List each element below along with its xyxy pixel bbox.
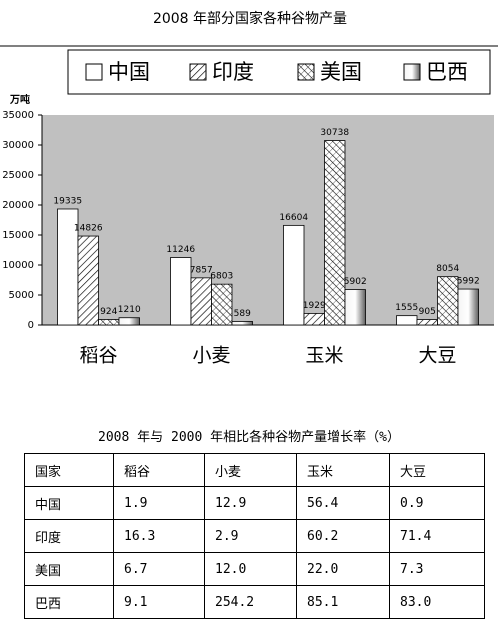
y-tick-label: 5000	[9, 290, 34, 301]
bar	[437, 276, 459, 326]
table-cell: 0.9	[389, 486, 485, 520]
table-row: 美国 6.7 12.0 22.0 7.3	[24, 552, 485, 586]
data-label: 5992	[457, 277, 480, 287]
table-cell: 254.2	[204, 585, 297, 619]
y-tick-label: 10000	[2, 260, 34, 271]
table-cell: 56.4	[296, 486, 390, 520]
bar	[396, 315, 418, 326]
y-tick-label: 20000	[2, 200, 34, 211]
table-cell: 12.9	[204, 486, 297, 520]
data-label: 8054	[436, 264, 459, 274]
table-cell: 12.0	[204, 552, 297, 586]
data-label: 6803	[210, 272, 233, 282]
table-row: 巴西 9.1 254.2 85.1 83.0	[24, 585, 485, 619]
table-cell: 2.9	[204, 519, 297, 553]
data-label: 11246	[166, 245, 195, 255]
y-tick-label: 0	[28, 320, 34, 331]
data-label: 1929	[303, 301, 326, 311]
legend-label: 印度	[212, 60, 254, 84]
table-cell: 稻谷	[113, 453, 205, 487]
bar	[283, 224, 305, 326]
legend-label: 巴西	[426, 60, 468, 84]
bar	[457, 288, 479, 326]
x-tick-label: 玉米	[305, 345, 343, 367]
y-axis-label: 万吨	[9, 93, 30, 106]
data-label: 1555	[395, 303, 418, 313]
table-cell: 大豆	[389, 453, 485, 487]
y-tick-label: 25000	[2, 170, 34, 181]
data-label: 5902	[344, 277, 367, 287]
x-tick-label: 大豆	[418, 345, 456, 367]
table-cell: 22.0	[296, 552, 390, 586]
bar	[77, 235, 99, 326]
legend-swatch	[85, 63, 103, 81]
data-label: 1210	[118, 305, 141, 315]
legend-swatch	[189, 63, 207, 81]
table-row: 印度 16.3 2.9 60.2 71.4	[24, 519, 485, 553]
legend-label: 美国	[320, 60, 362, 84]
table-cell: 国家	[24, 453, 114, 487]
legend-label: 中国	[108, 60, 150, 84]
bar	[98, 319, 120, 326]
table-cell: 60.2	[296, 519, 390, 553]
bar	[211, 283, 233, 326]
table-cell: 美国	[24, 552, 114, 586]
table-row: 国家 稻谷 小麦 玉米 大豆	[24, 453, 485, 487]
bar	[344, 289, 366, 326]
table-cell: 85.1	[296, 585, 390, 619]
bar	[324, 140, 346, 326]
bar	[231, 321, 253, 326]
plot-area	[42, 115, 494, 325]
table-cell: 玉米	[296, 453, 390, 487]
data-label: 30738	[320, 128, 349, 138]
table-title: 2008 年与 2000 年相比各种谷物产量增长率（%）	[98, 430, 400, 445]
bar	[118, 317, 140, 326]
bar	[303, 313, 325, 326]
x-tick-label: 稻谷	[79, 345, 117, 367]
y-tick-label: 30000	[2, 140, 34, 151]
legend-swatch	[403, 63, 421, 81]
data-label: 924	[100, 307, 117, 317]
table-cell: 9.1	[113, 585, 205, 619]
y-tick-label: 35000	[2, 110, 34, 121]
bar	[190, 277, 212, 326]
data-label: 905	[419, 307, 436, 317]
table-cell: 小麦	[204, 453, 297, 487]
chart-title: 2008 年部分国家各种谷物产量	[153, 10, 347, 27]
table-cell: 16.3	[113, 519, 205, 553]
data-label: 7857	[190, 265, 213, 275]
growth-table: 国家 稻谷 小麦 玉米 大豆 中国 1.9 12.9 56.4 0.9 印度 16.3 2.9 60.2 7…	[24, 453, 485, 619]
data-label: 589	[234, 309, 251, 319]
table-cell: 7.3	[389, 552, 485, 586]
table-cell: 巴西	[24, 585, 114, 619]
data-label: 14826	[74, 224, 103, 234]
table-cell: 1.9	[113, 486, 205, 520]
y-tick-label: 15000	[2, 230, 34, 241]
x-tick-label: 小麦	[192, 345, 230, 367]
chart: 2008 年部分国家各种谷物产量 万吨 0 5000 10000 15000 20000…	[0, 10, 498, 367]
table-cell: 71.4	[389, 519, 485, 553]
table-cell: 83.0	[389, 585, 485, 619]
table-cell: 印度	[24, 519, 114, 553]
bar	[170, 257, 192, 326]
table-cell: 6.7	[113, 552, 205, 586]
legend-swatch	[297, 63, 315, 81]
table-cell: 中国	[24, 486, 114, 520]
table-row: 中国 1.9 12.9 56.4 0.9	[24, 486, 485, 520]
data-label: 16604	[279, 213, 308, 223]
bar	[416, 319, 438, 326]
data-label: 19335	[53, 196, 82, 206]
